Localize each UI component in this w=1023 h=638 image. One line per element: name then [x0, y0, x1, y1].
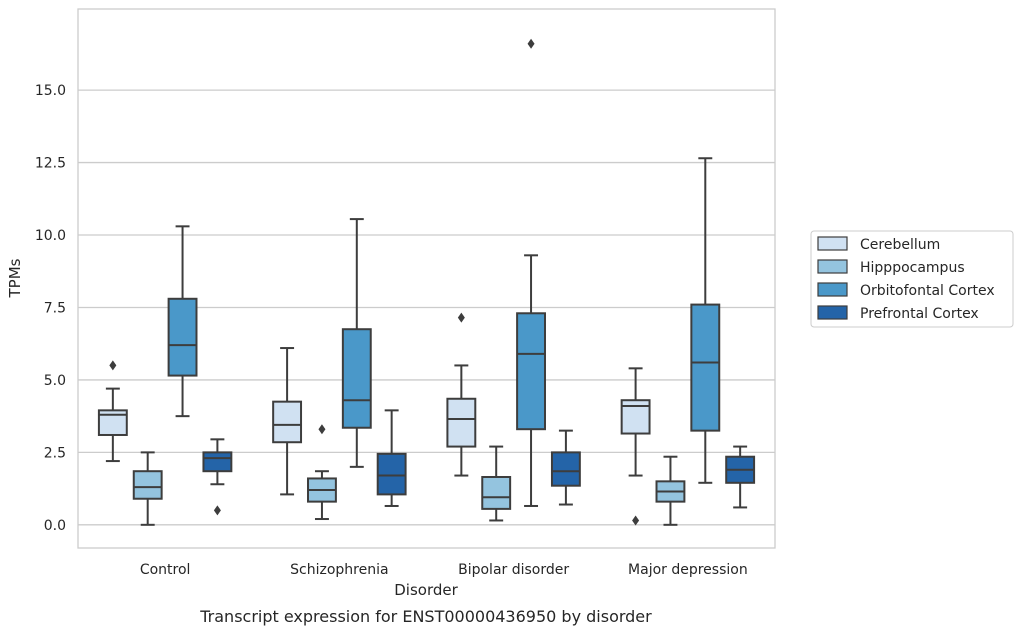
y-tick-label: 7.5	[44, 300, 66, 316]
box	[725, 445, 756, 509]
y-axis-label: TPMs	[6, 258, 24, 298]
y-tick-label: 0.0	[44, 518, 66, 534]
box	[341, 218, 372, 468]
legend-label: Prefrontal Cortex	[860, 306, 979, 322]
box-body	[132, 470, 163, 500]
box	[376, 409, 407, 507]
box	[97, 360, 128, 463]
box	[550, 429, 581, 506]
outlier-point	[457, 312, 465, 323]
box-body	[376, 452, 407, 496]
box-body	[550, 451, 581, 487]
y-tick-label: 12.5	[35, 156, 66, 172]
box	[446, 312, 477, 477]
box	[690, 157, 721, 484]
box-body	[446, 397, 477, 448]
box	[516, 38, 546, 507]
legend-frame	[810, 230, 1014, 328]
outlier-point	[527, 38, 535, 49]
x-tick-labels: Control Schizophrenia Bipolar disorder Majo…	[140, 562, 748, 578]
box	[307, 424, 337, 521]
box-body	[690, 303, 721, 432]
outlier-point	[632, 515, 640, 526]
x-tick-label: Control	[140, 562, 191, 578]
box	[202, 438, 233, 516]
outlier-point	[213, 505, 221, 516]
outlier-point	[109, 360, 117, 371]
x-tick-label: Major depression	[628, 562, 748, 578]
legend-swatch	[817, 236, 848, 251]
box	[272, 347, 303, 496]
chart-title: Transcript expression for ENST0000043695…	[199, 607, 652, 626]
box	[620, 367, 651, 526]
box	[655, 455, 686, 526]
x-tick-label: Schizophrenia	[290, 562, 388, 578]
legend-swatch	[817, 282, 848, 297]
box	[167, 225, 198, 418]
legend-swatch	[817, 259, 848, 274]
box-body	[272, 400, 303, 444]
box-body	[341, 328, 372, 429]
legend-label: Orbitofontal Cortex	[860, 283, 995, 299]
legend-label: Cerebellum	[860, 237, 940, 253]
box-body	[516, 312, 546, 431]
box	[132, 451, 163, 526]
y-tick-label: 2.5	[44, 445, 66, 461]
outlier-point	[318, 424, 326, 435]
legend-label: Hipppocampus	[860, 260, 965, 276]
boxes	[97, 38, 756, 526]
box	[481, 445, 512, 522]
y-tick-label: 15.0	[35, 83, 66, 99]
y-tick-label: 5.0	[44, 373, 66, 389]
y-tick-label: 10.0	[35, 228, 66, 244]
box-body	[202, 451, 233, 473]
x-tick-label: Bipolar disorder	[458, 562, 569, 578]
box-body	[167, 297, 198, 377]
legend-swatch	[817, 305, 848, 320]
y-tick-labels: 0.0 2.5 5.0 7.5 10.0 12.5 15.0	[35, 83, 66, 534]
box-body	[481, 476, 512, 510]
plot-frame	[77, 8, 776, 549]
x-axis-label: Disorder	[394, 581, 458, 599]
legend: Cerebellum Hipppocampus Orbitofontal Corte…	[810, 230, 1014, 328]
